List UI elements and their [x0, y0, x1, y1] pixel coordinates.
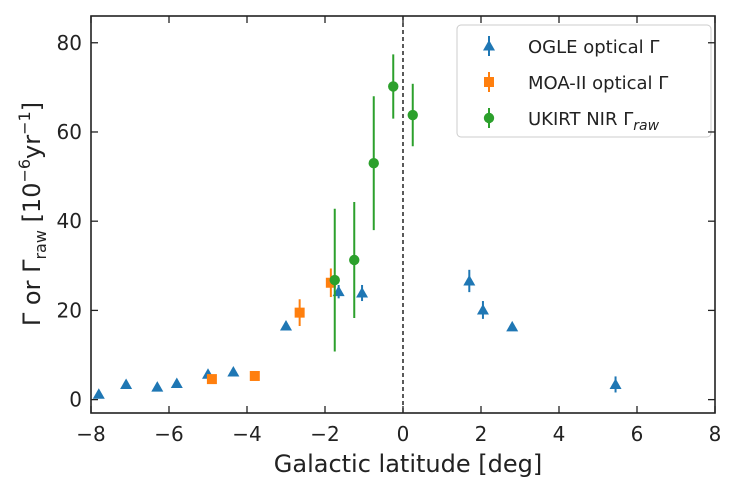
data-point	[249, 370, 260, 381]
data-point	[92, 388, 105, 399]
y-tick-label: 20	[57, 298, 82, 322]
legend-label: MOA-II optical Γ	[528, 73, 668, 94]
x-tick-label: −2	[310, 422, 339, 446]
plot-area	[92, 16, 622, 413]
data-point	[280, 320, 292, 331]
data-point	[227, 365, 240, 377]
data-point	[388, 81, 399, 92]
legend-box	[456, 24, 712, 138]
x-tick-label: −4	[232, 422, 261, 446]
x-tick-label: −6	[154, 422, 183, 446]
legend: OGLE optical Γ MOA-II optical Γ UKIRT NIR …	[456, 24, 712, 138]
legend-marker	[483, 40, 495, 51]
series-circle-2	[329, 54, 418, 352]
data-point	[294, 307, 305, 318]
x-tick-label: 8	[709, 422, 722, 446]
data-point	[476, 303, 489, 315]
legend-marker	[483, 112, 495, 124]
x-axis-label: Galactic latitude [deg]	[274, 450, 542, 478]
y-tick-label: 0	[69, 388, 82, 412]
series-square-1	[206, 268, 336, 385]
data-point	[349, 254, 360, 266]
data-point	[120, 378, 133, 389]
legend-marker	[484, 77, 494, 87]
y-tick-label: 80	[57, 31, 82, 55]
data-point	[506, 320, 519, 332]
data-point	[151, 381, 164, 392]
x-tick-label: 4	[553, 422, 566, 446]
x-tick-label: −8	[76, 422, 105, 446]
data-point	[463, 274, 476, 286]
x-tick-label: 2	[475, 422, 488, 446]
data-point	[368, 158, 379, 169]
y-tick-label: 60	[57, 120, 82, 144]
data-point	[609, 378, 622, 389]
data-point	[206, 374, 217, 385]
legend-label: OGLE optical Γ	[528, 37, 659, 58]
x-tick-label: 6	[631, 422, 644, 446]
legend-label: UKIRT NIR Γraw	[528, 109, 660, 134]
data-point	[356, 287, 369, 298]
y-tick-label: 40	[57, 209, 82, 233]
data-point	[329, 274, 340, 286]
y-axis-label: Γ or Γraw [10−6yr−1]	[15, 102, 50, 326]
data-point	[170, 377, 183, 389]
x-tick-label: 0	[397, 422, 410, 446]
data-point	[407, 109, 418, 121]
series-triangle-0	[92, 269, 622, 399]
